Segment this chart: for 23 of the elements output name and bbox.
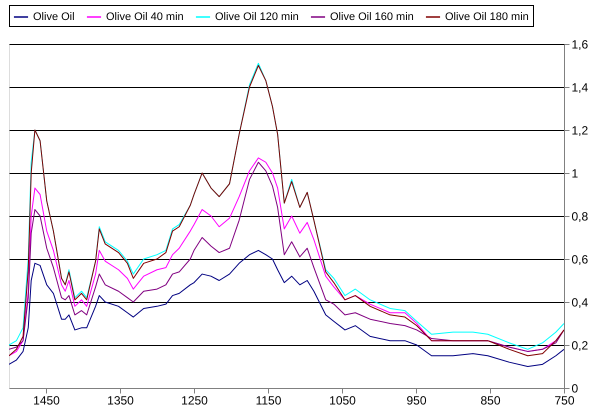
legend-label: Olive Oil 40 min [106, 11, 184, 23]
x-tick-label: 1450 [33, 394, 60, 408]
x-tick-label: 750 [554, 394, 575, 408]
y-tick-label: 1 [572, 166, 578, 180]
x-tick-label: 1350 [107, 394, 134, 408]
y-tick-label: 0,4 [572, 296, 589, 310]
x-tick-label: 1150 [256, 394, 282, 408]
x-tick-label: 1050 [329, 394, 356, 408]
x-tick-label: 950 [406, 394, 427, 408]
legend-label: Olive Oil 160 min [330, 11, 414, 23]
legend-label: Olive Oil 180 min [445, 11, 529, 23]
y-tick-label: 0,2 [572, 338, 589, 352]
legend-label: Olive Oil [33, 11, 75, 23]
x-tick-label: 850 [480, 394, 501, 408]
legend-label: Olive Oil 120 min [215, 11, 299, 23]
y-tick-label: 0,8 [572, 210, 589, 224]
y-tick-label: 0,6 [572, 252, 589, 266]
x-tick-label: 1250 [181, 394, 208, 408]
y-tick-label: 1,6 [572, 38, 589, 52]
y-tick-label: 1,2 [572, 124, 589, 138]
line-series [9, 250, 564, 367]
y-tick-label: 0 [572, 382, 578, 396]
y-tick-label: 1,4 [572, 80, 589, 94]
